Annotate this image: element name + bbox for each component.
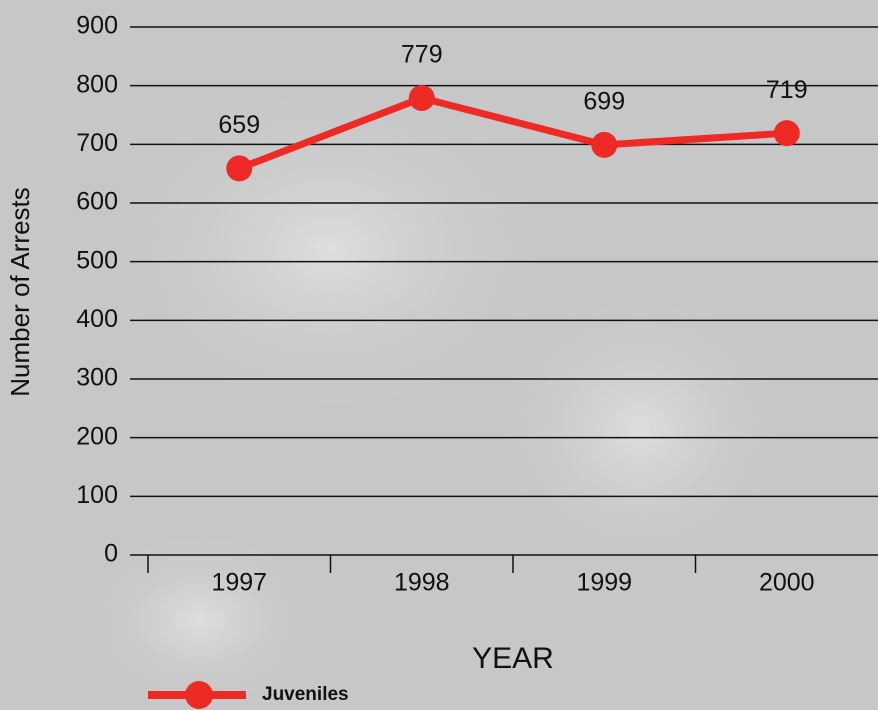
y-tick-label: 300	[76, 364, 118, 392]
y-tick-label: 100	[76, 481, 118, 509]
x-axis-label: YEAR	[472, 642, 554, 675]
y-axis-label: Number of Arrests	[5, 187, 35, 397]
data-point	[591, 132, 617, 158]
y-tick-label: 0	[104, 540, 118, 568]
x-tick-label: 1997	[211, 569, 267, 597]
data-point	[774, 120, 800, 146]
y-tick-label: 400	[76, 305, 118, 333]
y-tick-label: 200	[76, 422, 118, 450]
y-tick-label: 700	[76, 129, 118, 157]
y-tick-label: 900	[76, 12, 118, 40]
legend-label: Juveniles	[262, 684, 349, 705]
chart: Number of Arrests YEAR 0 100 200 300 400 500 6…	[0, 0, 878, 710]
data-label: 719	[766, 76, 808, 104]
data-label: 659	[218, 111, 260, 139]
y-tick-label: 800	[76, 70, 118, 98]
data-point	[226, 155, 252, 181]
data-point	[409, 85, 435, 111]
legend-marker	[185, 681, 213, 709]
x-tick-label: 1999	[576, 569, 632, 597]
x-tick-label: 2000	[759, 569, 815, 597]
y-tick-label: 500	[76, 246, 118, 274]
data-label: 779	[401, 41, 443, 69]
y-tick-label: 600	[76, 188, 118, 216]
x-tick-label: 1998	[394, 569, 450, 597]
data-label: 699	[583, 88, 625, 116]
background-shape	[490, 290, 790, 570]
